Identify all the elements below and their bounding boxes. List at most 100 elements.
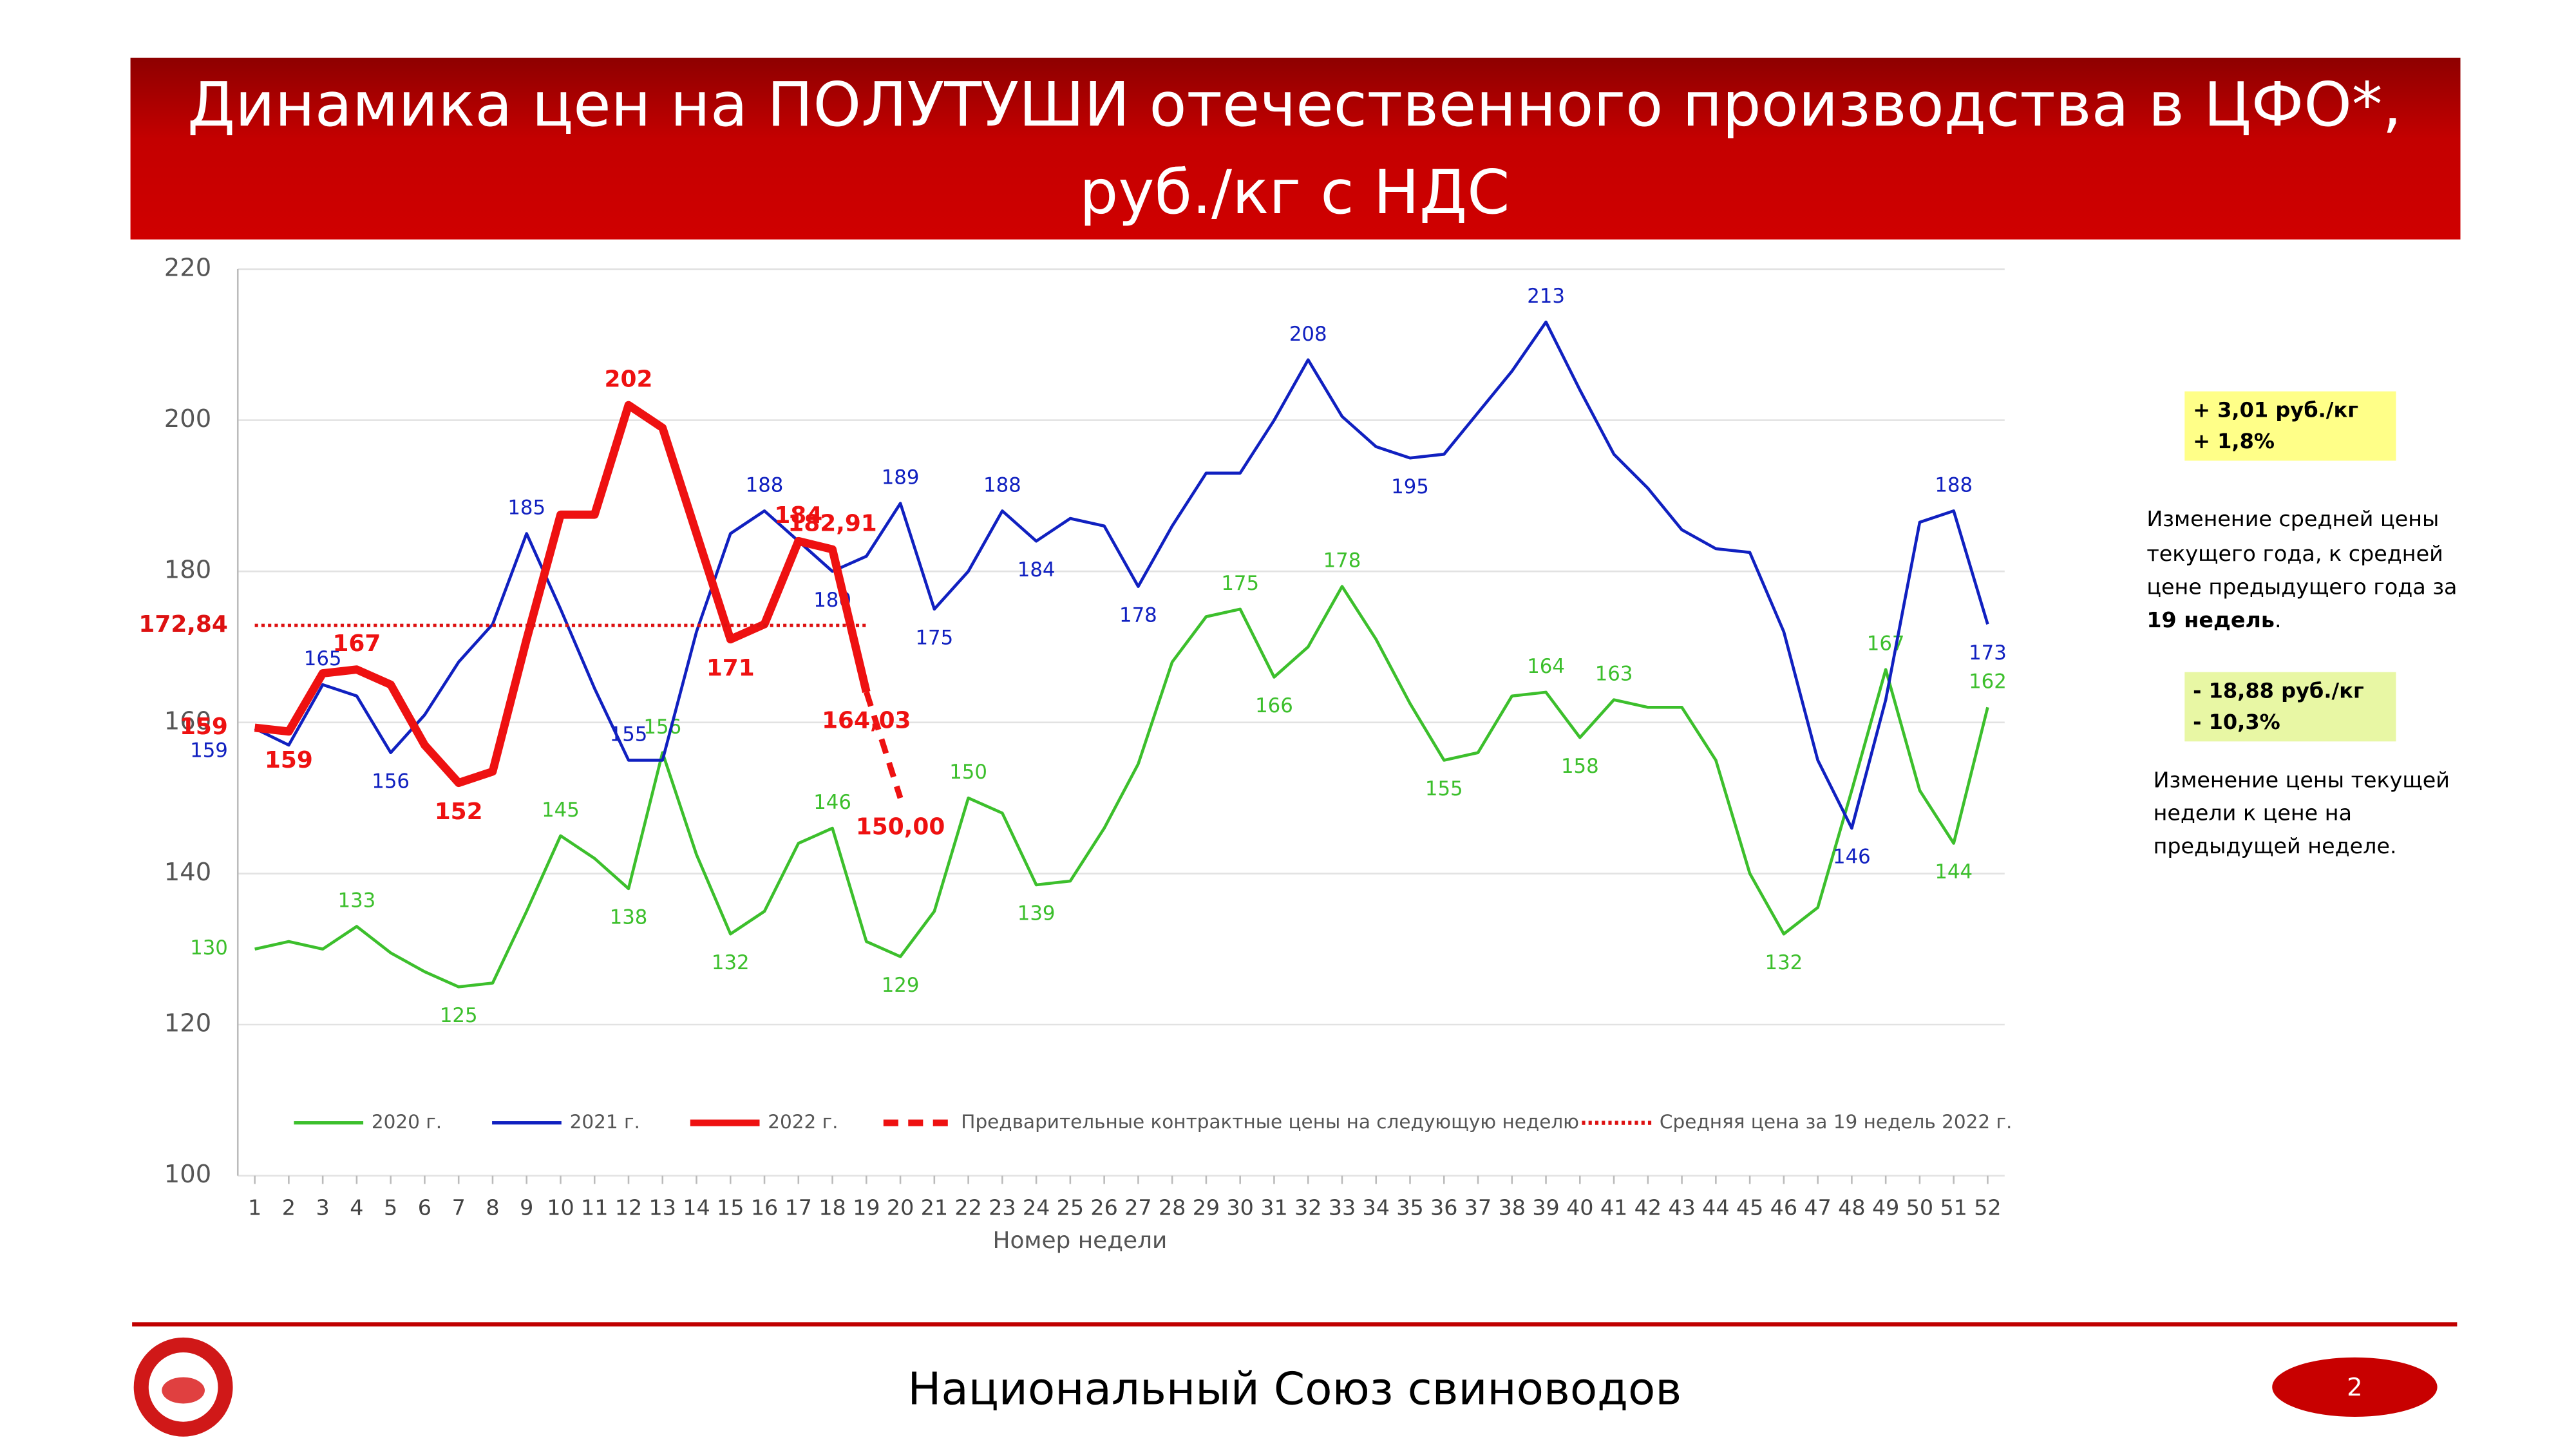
x-tick-label: 38	[1499, 1195, 1526, 1220]
y-tick-label: 200	[164, 404, 211, 433]
x-tick-label: 25	[1057, 1195, 1084, 1220]
x-tick-label: 29	[1193, 1195, 1220, 1220]
x-tick-label: 10	[547, 1195, 574, 1220]
value-label: 152	[435, 799, 483, 825]
value-label: 159	[190, 739, 228, 762]
value-label: 171	[706, 655, 755, 681]
x-tick-label: 18	[819, 1195, 846, 1220]
x-tick-label: 7	[452, 1195, 466, 1220]
note-text: Изменение цены текущей	[2154, 767, 2450, 792]
x-tick-label: 9	[520, 1195, 533, 1220]
x-tick-label: 6	[418, 1195, 431, 1220]
note-end: .	[2275, 607, 2282, 632]
value-label: 182,91	[788, 511, 876, 537]
value-label: 178	[1119, 603, 1157, 627]
title-line: руб./кг с НДС	[1079, 157, 1510, 228]
value-label: 144	[1935, 860, 1973, 884]
note-text: предыдущей неделе.	[2154, 833, 2397, 858]
x-tick-label: 40	[1566, 1195, 1593, 1220]
x-tick-label: 3	[316, 1195, 330, 1220]
value-label: 146	[813, 791, 851, 814]
value-label: 146	[1833, 846, 1871, 869]
value-label: 130	[190, 936, 228, 960]
value-label: 184	[774, 502, 822, 529]
value-label: 132	[1765, 951, 1803, 974]
value-label: 159	[265, 747, 313, 773]
value-label: 188	[1935, 473, 1973, 497]
note-box	[2184, 391, 2396, 461]
value-label: 139	[1018, 902, 1056, 925]
value-label: 166	[1255, 694, 1293, 717]
y-tick-label: 120	[164, 1009, 211, 1038]
x-tick-label: 44	[1702, 1195, 1729, 1220]
x-tick-label: 16	[751, 1195, 778, 1220]
x-tick-label: 2	[282, 1195, 296, 1220]
x-tick-label: 12	[615, 1195, 642, 1220]
x-tick-label: 26	[1090, 1195, 1117, 1220]
x-tick-label: 24	[1023, 1195, 1050, 1220]
note-text: Изменение средней цены	[2146, 506, 2439, 531]
x-tick-label: 22	[954, 1195, 981, 1220]
value-label: 213	[1527, 285, 1565, 308]
x-tick-label: 17	[785, 1195, 812, 1220]
y-tick-label: 160	[164, 706, 211, 735]
x-tick-label: 42	[1634, 1195, 1662, 1220]
x-tick-label: 50	[1906, 1195, 1933, 1220]
value-label: 184	[1018, 558, 1056, 582]
value-label: 189	[882, 466, 920, 489]
value-label: 165	[304, 647, 342, 670]
value-label: 155	[1425, 777, 1463, 800]
x-tick-label: 37	[1464, 1195, 1492, 1220]
x-tick-label: 27	[1124, 1195, 1151, 1220]
x-tick-label: 32	[1294, 1195, 1321, 1220]
x-tick-label: 47	[1804, 1195, 1831, 1220]
legend-label: Средняя цена за 19 недель 2022 г.	[1660, 1111, 2012, 1133]
value-label: 145	[542, 799, 580, 822]
value-label: 159	[180, 714, 228, 740]
value-label: 202	[605, 366, 653, 393]
y-tick-label: 180	[164, 556, 211, 585]
value-label: 129	[882, 974, 920, 997]
value-label: 178	[1323, 549, 1361, 573]
x-tick-label: 39	[1532, 1195, 1559, 1220]
page-number: 2	[2347, 1373, 2362, 1402]
series-line	[864, 691, 904, 799]
x-tick-label: 41	[1600, 1195, 1627, 1220]
legend-label: 2022 г.	[768, 1111, 838, 1133]
legend-label: Предварительные контрактные цены на след…	[961, 1111, 1579, 1133]
x-tick-label: 51	[1940, 1195, 1967, 1220]
note-bold: 19 недель	[2146, 607, 2275, 632]
x-tick-label: 49	[1872, 1195, 1899, 1220]
y-tick-label: 220	[164, 253, 211, 282]
note-text: недели к цене на	[2154, 800, 2352, 826]
value-label: 150	[949, 761, 987, 784]
value-label: 208	[1289, 323, 1327, 346]
value-label: 158	[1561, 755, 1599, 778]
series-line	[254, 320, 1989, 830]
note-box-text: + 1,8%	[2193, 429, 2275, 453]
x-tick-label: 14	[683, 1195, 710, 1220]
x-tick-label: 45	[1736, 1195, 1763, 1220]
x-axis-label: Номер недели	[992, 1227, 1167, 1254]
value-label: 138	[610, 906, 648, 929]
value-label: 175	[1221, 572, 1259, 595]
value-label: 185	[507, 497, 545, 520]
value-label: 175	[915, 626, 953, 649]
value-label: 150,00	[856, 813, 945, 840]
x-tick-label: 21	[921, 1195, 948, 1220]
y-tick-label: 140	[164, 858, 211, 887]
value-label: 188	[746, 473, 784, 497]
x-tick-label: 11	[581, 1195, 608, 1220]
y-tick-label: 100	[164, 1160, 211, 1189]
x-tick-label: 34	[1363, 1195, 1390, 1220]
value-label: 163	[1595, 663, 1633, 686]
x-tick-label: 36	[1430, 1195, 1457, 1220]
page-badge	[2272, 1357, 2438, 1417]
x-tick-label: 19	[853, 1195, 880, 1220]
value-label: 173	[1969, 641, 2007, 665]
x-tick-label: 30	[1226, 1195, 1253, 1220]
x-tick-label: 31	[1260, 1195, 1287, 1220]
x-tick-label: 43	[1668, 1195, 1695, 1220]
